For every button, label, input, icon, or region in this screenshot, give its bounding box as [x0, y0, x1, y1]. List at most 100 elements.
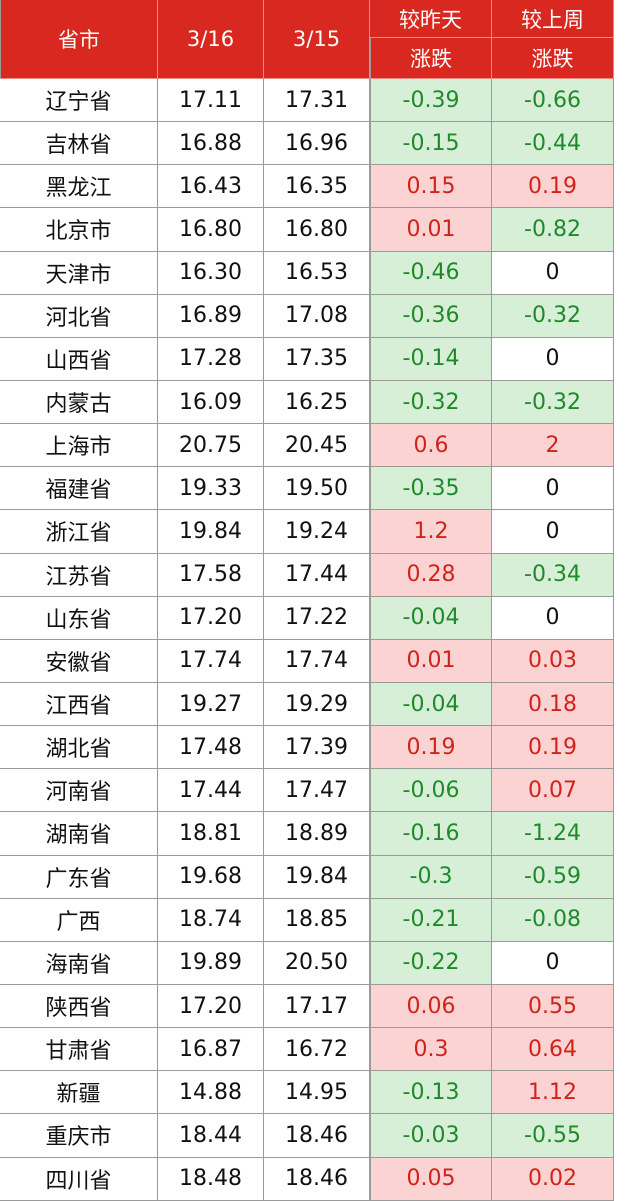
- value-cell: 19.84: [264, 855, 370, 899]
- province-cell: 上海市: [0, 424, 158, 468]
- value-cell: 19.33: [158, 467, 264, 511]
- value-cell: 0: [492, 510, 614, 554]
- province-cell: 海南省: [0, 941, 158, 985]
- province-cell: 新疆: [0, 1071, 158, 1115]
- value-cell: -0.3: [370, 855, 492, 899]
- province-cell: 江苏省: [0, 553, 158, 597]
- value-cell: 16.89: [158, 294, 264, 338]
- value-cell: 16.25: [264, 380, 370, 425]
- province-cell: 陕西省: [0, 984, 158, 1029]
- value-cell: 0.15: [370, 165, 492, 209]
- value-cell: 0: [492, 941, 614, 985]
- value-cell: 1.2: [370, 510, 492, 554]
- header-cell: 较上周: [492, 0, 614, 38]
- price-table: 省市 3/16 3/15 较昨天 较上周 涨跌 涨跌 辽宁省 17.11 17.31 -0.39 -0…: [0, 0, 614, 1201]
- province-cell: 山西省: [0, 337, 158, 381]
- header-cell: 较昨天: [370, 0, 492, 38]
- province-cell: 内蒙古: [0, 380, 158, 425]
- province-cell: 湖北省: [0, 726, 158, 770]
- value-cell: -0.21: [370, 898, 492, 942]
- value-cell: -0.66: [492, 79, 614, 123]
- value-cell: 16.96: [264, 122, 370, 166]
- value-cell: -0.36: [370, 294, 492, 338]
- value-cell: 16.09: [158, 380, 264, 425]
- value-cell: 19.89: [158, 941, 264, 985]
- value-cell: 17.08: [264, 294, 370, 338]
- value-cell: 0.02: [492, 1157, 614, 1201]
- value-cell: 0: [492, 467, 614, 511]
- value-cell: 1.12: [492, 1071, 614, 1115]
- value-cell: 16.43: [158, 165, 264, 209]
- value-cell: 16.30: [158, 251, 264, 295]
- value-cell: 0: [492, 337, 614, 381]
- value-cell: 16.80: [158, 208, 264, 252]
- value-cell: -1.24: [492, 812, 614, 856]
- value-cell: 0.05: [370, 1157, 492, 1201]
- value-cell: 18.74: [158, 898, 264, 942]
- value-cell: 18.81: [158, 812, 264, 856]
- value-cell: 19.29: [264, 682, 370, 727]
- value-cell: 17.58: [158, 553, 264, 597]
- value-cell: 19.24: [264, 510, 370, 554]
- value-cell: 20.75: [158, 424, 264, 468]
- value-cell: 16.87: [158, 1028, 264, 1072]
- value-cell: 17.44: [158, 769, 264, 813]
- value-cell: 18.48: [158, 1157, 264, 1201]
- province-cell: 北京市: [0, 208, 158, 252]
- subheader-cell: 涨跌: [370, 38, 492, 79]
- header-cell: 3/15: [264, 0, 370, 79]
- province-cell: 吉林省: [0, 122, 158, 166]
- subheader-cell: 涨跌: [492, 38, 614, 79]
- value-cell: 16.88: [158, 122, 264, 166]
- value-cell: 0.19: [492, 726, 614, 770]
- value-cell: 19.68: [158, 855, 264, 899]
- province-cell: 湖南省: [0, 812, 158, 856]
- value-cell: 0.06: [370, 984, 492, 1029]
- value-cell: -0.32: [370, 380, 492, 425]
- value-cell: 16.80: [264, 208, 370, 252]
- value-cell: -0.03: [370, 1114, 492, 1158]
- value-cell: 17.11: [158, 79, 264, 123]
- value-cell: 16.72: [264, 1028, 370, 1072]
- value-cell: -0.39: [370, 79, 492, 123]
- value-cell: 19.50: [264, 467, 370, 511]
- value-cell: -0.04: [370, 596, 492, 640]
- value-cell: 0.01: [370, 639, 492, 683]
- value-cell: 0.07: [492, 769, 614, 813]
- value-cell: -0.22: [370, 941, 492, 985]
- value-cell: -0.44: [492, 122, 614, 166]
- value-cell: 17.47: [264, 769, 370, 813]
- value-cell: 2: [492, 424, 614, 468]
- value-cell: -0.35: [370, 467, 492, 511]
- value-cell: 0: [492, 596, 614, 640]
- value-cell: -0.59: [492, 855, 614, 899]
- value-cell: 0.6: [370, 424, 492, 468]
- province-cell: 浙江省: [0, 510, 158, 554]
- value-cell: 0.03: [492, 639, 614, 683]
- value-cell: 16.35: [264, 165, 370, 209]
- value-cell: 20.45: [264, 424, 370, 468]
- value-cell: -0.13: [370, 1071, 492, 1115]
- value-cell: 18.46: [264, 1157, 370, 1201]
- value-cell: 17.35: [264, 337, 370, 381]
- value-cell: 17.17: [264, 984, 370, 1029]
- value-cell: -0.46: [370, 251, 492, 295]
- value-cell: 16.53: [264, 251, 370, 295]
- province-cell: 甘肃省: [0, 1028, 158, 1072]
- value-cell: 14.88: [158, 1071, 264, 1115]
- province-cell: 天津市: [0, 251, 158, 295]
- value-cell: 17.20: [158, 984, 264, 1029]
- value-cell: 18.44: [158, 1114, 264, 1158]
- province-cell: 江西省: [0, 682, 158, 727]
- province-cell: 四川省: [0, 1157, 158, 1201]
- province-cell: 安徽省: [0, 639, 158, 683]
- value-cell: 0.18: [492, 682, 614, 727]
- value-cell: 0.55: [492, 984, 614, 1029]
- value-cell: 0.19: [370, 726, 492, 770]
- value-cell: -0.82: [492, 208, 614, 252]
- value-cell: 14.95: [264, 1071, 370, 1115]
- province-cell: 河北省: [0, 294, 158, 338]
- value-cell: 17.28: [158, 337, 264, 381]
- value-cell: 0.28: [370, 553, 492, 597]
